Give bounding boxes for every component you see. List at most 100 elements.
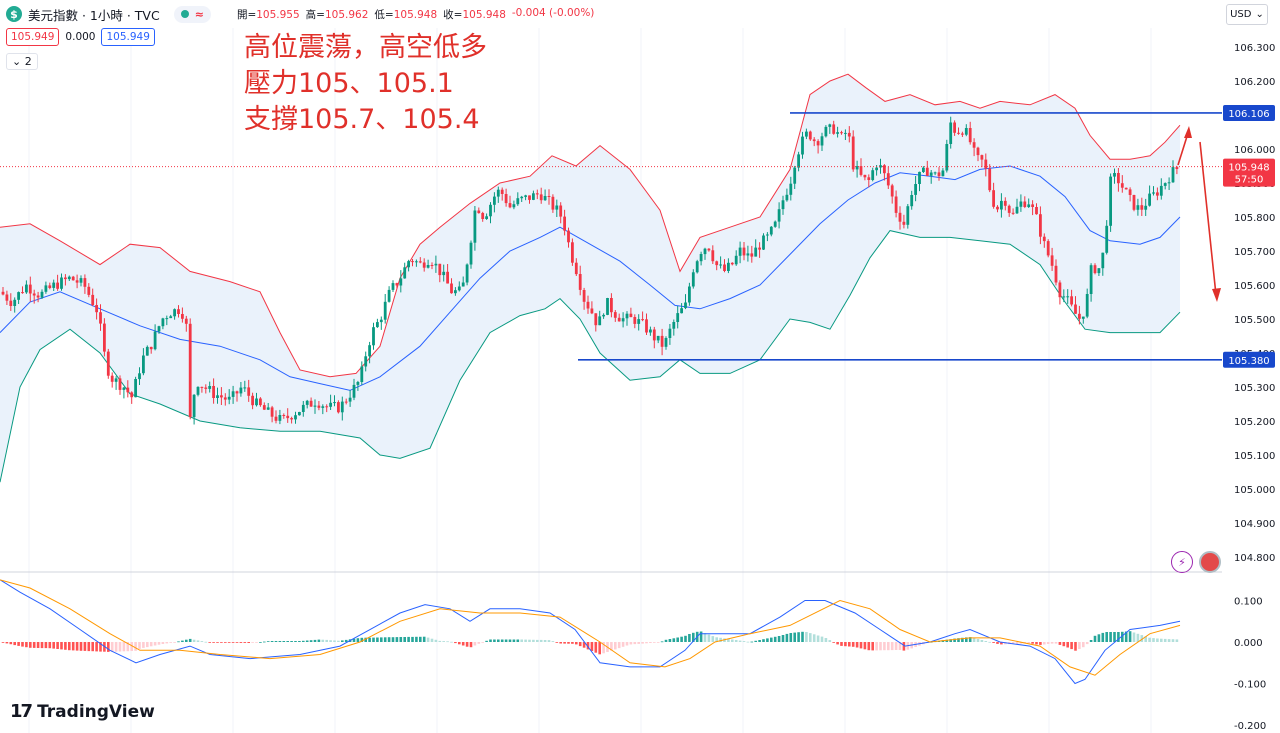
candle-body — [337, 402, 340, 413]
histogram-bar — [1039, 642, 1042, 645]
candle-body — [122, 387, 126, 390]
candle-body — [461, 282, 465, 287]
candle-body — [1167, 182, 1171, 184]
text-annotation[interactable]: 高位震蕩，高空低多 壓力105、105.1 支撐105.7、105.4 — [244, 30, 487, 138]
candle-body — [403, 267, 407, 279]
last-price-tag — [1223, 158, 1275, 187]
candle-body — [430, 265, 434, 266]
histogram-bar — [1121, 631, 1124, 642]
histogram-bar — [1000, 642, 1003, 645]
histogram-bar — [512, 639, 516, 642]
histogram-bar — [83, 642, 87, 651]
low-value: 105.948 — [393, 8, 438, 21]
histogram-bar — [758, 640, 761, 642]
candle-body — [691, 272, 695, 287]
candle-body — [243, 387, 247, 389]
price-tick-label: 104.800 — [1234, 553, 1275, 564]
candle-body — [984, 159, 988, 169]
candle-body — [1081, 316, 1085, 319]
histogram-bar — [387, 637, 391, 642]
histogram-bar — [356, 638, 360, 642]
candle-body — [664, 338, 668, 347]
open-value: 105.955 — [256, 8, 300, 21]
candle-body — [360, 366, 364, 382]
candle-body — [863, 174, 867, 178]
candle-body — [773, 221, 777, 227]
candle-body — [9, 300, 13, 306]
candle-body — [859, 166, 863, 175]
candle-body — [906, 206, 910, 225]
candle-body — [512, 204, 516, 208]
macd-tick-label: 0.000 — [1234, 638, 1263, 649]
macd-line — [0, 579, 1181, 685]
candle-body — [547, 196, 551, 197]
histogram-bar — [192, 639, 196, 642]
histogram-bar — [801, 631, 804, 642]
upper-band-line — [0, 73, 1181, 378]
candle-body — [672, 322, 676, 329]
candle-body — [988, 168, 992, 191]
candle-body — [957, 132, 960, 134]
histogram-bar — [458, 642, 461, 645]
histogram-bar — [879, 642, 882, 651]
histogram-bar — [64, 642, 67, 650]
candle-body — [376, 322, 379, 328]
candle-body — [961, 133, 964, 135]
currency-selector[interactable]: USD ⌄ — [1226, 4, 1268, 25]
histogram-bar — [40, 642, 44, 649]
candle-body — [539, 194, 543, 201]
hline-price-label: 106.106 — [1228, 109, 1269, 120]
histogram-bar — [91, 642, 94, 652]
candle-body — [32, 293, 36, 296]
histogram-bar — [415, 636, 418, 642]
histogram-bar — [1066, 642, 1069, 648]
candle-body — [356, 382, 360, 385]
candle-body — [138, 373, 141, 380]
candle-body — [785, 194, 789, 201]
candle-body — [824, 126, 828, 137]
histogram-bar — [497, 639, 500, 642]
histogram-bar — [988, 641, 991, 643]
symbol-title[interactable]: 美元指數 · 1小時 · TVC — [28, 7, 160, 23]
candle-body — [457, 286, 461, 291]
candle-body — [516, 198, 520, 205]
candle-body — [79, 278, 83, 283]
candle-body — [1159, 185, 1163, 196]
histogram-bar — [352, 638, 356, 642]
candle-body — [758, 247, 761, 250]
candle-body — [1050, 255, 1054, 266]
tradingview-logo[interactable]: 17 TradingView — [10, 701, 155, 722]
candle-body — [1093, 265, 1097, 274]
sell-button[interactable]: 105.949 — [6, 28, 60, 46]
histogram-bar — [263, 641, 266, 643]
indicators-toggle[interactable]: ⌄ 2 — [6, 53, 38, 70]
candle-body — [145, 346, 149, 356]
histogram-bar — [1089, 640, 1093, 642]
candle-body — [703, 248, 707, 255]
candle-body — [563, 216, 566, 231]
annotation-line: 支撐105.7、105.4 — [244, 104, 480, 135]
indicator-count: 2 — [24, 55, 32, 68]
candle-body — [493, 196, 496, 205]
histogram-bar — [60, 642, 63, 650]
macd-tick-label: 0.100 — [1234, 597, 1263, 608]
histogram-bar — [676, 637, 679, 642]
candle-body — [1078, 313, 1081, 319]
histogram-bar — [1043, 642, 1046, 645]
histogram-bar — [832, 642, 835, 643]
wave-icon: ≈ — [194, 7, 204, 21]
histogram-bar — [528, 639, 531, 642]
buy-button[interactable]: 105.949 — [101, 28, 155, 46]
candle-body — [173, 309, 176, 317]
candle-body — [1035, 207, 1038, 215]
histogram-bar — [411, 636, 414, 642]
histogram-bar — [227, 642, 231, 643]
lightning-icon[interactable]: ⚡ — [1171, 551, 1193, 573]
us-flag-icon[interactable] — [1199, 551, 1221, 573]
candle-body — [660, 335, 664, 347]
market-status-pill[interactable]: ≈ — [173, 5, 211, 23]
candle-body — [95, 305, 98, 313]
histogram-bar — [200, 641, 204, 642]
candle-body — [282, 415, 286, 416]
